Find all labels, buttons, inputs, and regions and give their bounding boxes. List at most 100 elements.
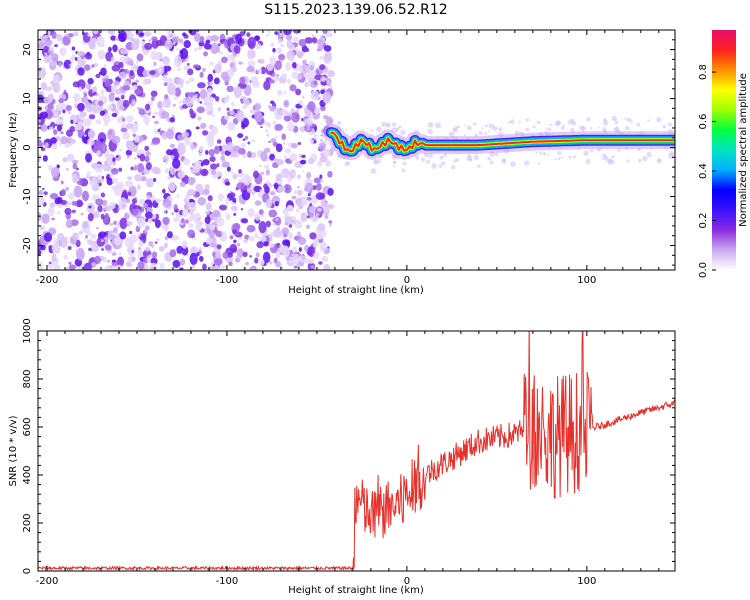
noise-speckle — [69, 63, 73, 67]
noise-speckle — [196, 64, 200, 69]
noise-speckle — [138, 240, 144, 247]
noise-speckle — [158, 65, 165, 75]
noise-speckle — [304, 37, 314, 44]
noise-speckle — [123, 212, 130, 220]
noise-speckle — [250, 75, 259, 85]
noise-speckle — [119, 148, 122, 152]
colorbar-tick-label: 0.6 — [698, 114, 709, 130]
noise-speckle — [273, 182, 279, 190]
noise-speckle — [247, 141, 251, 145]
haze-speckle — [630, 120, 633, 124]
haze-speckle — [473, 154, 479, 160]
haze-speckle — [567, 119, 574, 125]
noise-speckle — [86, 171, 91, 176]
noise-speckle — [196, 106, 205, 114]
noise-speckle — [229, 110, 235, 116]
noise-speckle — [60, 103, 69, 114]
noise-speckle — [137, 233, 141, 237]
noise-speckle — [287, 121, 295, 132]
noise-speckle — [124, 180, 134, 188]
noise-speckle — [76, 123, 83, 131]
noise-speckle — [197, 116, 202, 121]
haze-speckle — [441, 161, 446, 166]
noise-speckle — [76, 180, 83, 185]
haze-speckle — [617, 148, 621, 153]
noise-speckle — [151, 96, 155, 102]
noise-speckle — [220, 155, 225, 162]
noise-speckle — [174, 87, 181, 97]
snr-line — [38, 331, 675, 571]
noise-speckle — [193, 236, 196, 240]
noise-speckle — [141, 220, 145, 223]
noise-speckle — [40, 147, 46, 151]
noise-speckle — [100, 179, 105, 182]
haze-speckle — [549, 123, 553, 127]
noise-speckle — [190, 167, 193, 170]
noise-speckle — [93, 63, 99, 67]
noise-speckle — [87, 129, 96, 139]
haze-speckle — [667, 122, 672, 127]
noise-speckle — [108, 92, 115, 102]
noise-speckle — [193, 32, 201, 42]
noise-speckle — [209, 82, 214, 86]
noise-speckle — [56, 196, 63, 204]
noise-speckle — [101, 175, 105, 180]
snr-marks — [38, 331, 675, 571]
noise-speckle — [283, 30, 292, 36]
noise-speckle — [40, 82, 48, 91]
noise-speckle — [162, 198, 172, 208]
noise-speckle — [275, 135, 278, 139]
haze-speckle — [381, 121, 387, 127]
noise-speckle — [178, 100, 182, 104]
haze-speckle — [609, 159, 615, 165]
noise-speckle — [225, 213, 231, 220]
haze-speckle — [647, 119, 650, 122]
noise-speckle — [151, 244, 155, 249]
noise-speckle — [122, 131, 130, 140]
noise-speckle — [168, 181, 176, 192]
noise-speckle — [161, 101, 166, 108]
noise-speckle — [277, 38, 282, 44]
noise-speckle — [217, 43, 221, 47]
noise-speckle — [257, 67, 262, 74]
noise-speckle — [205, 237, 213, 245]
noise-speckle — [100, 89, 105, 96]
noise-speckle — [38, 119, 41, 123]
noise-speckle — [102, 113, 111, 124]
noise-speckle — [208, 168, 212, 172]
noise-speckle — [186, 92, 191, 96]
noise-speckle — [297, 50, 304, 59]
noise-speckle — [76, 247, 85, 261]
haze-speckle — [525, 118, 529, 122]
noise-speckle — [112, 227, 118, 234]
noise-speckle — [247, 60, 256, 66]
noise-speckle — [161, 74, 168, 82]
haze-speckle — [498, 127, 503, 132]
noise-speckle — [263, 147, 271, 153]
noise-speckle — [312, 36, 317, 44]
noise-speckle — [70, 219, 79, 227]
noise-speckle — [131, 99, 136, 105]
noise-speckle — [292, 61, 297, 69]
noise-speckle — [120, 127, 128, 133]
noise-speckle — [307, 246, 316, 258]
noise-speckle — [323, 45, 332, 52]
noise-speckle — [262, 251, 271, 263]
haze-speckle — [585, 159, 591, 164]
noise-speckle — [283, 99, 290, 108]
noise-speckle — [121, 95, 125, 100]
noise-speckle — [126, 154, 130, 159]
noise-speckle — [97, 204, 103, 213]
haze-speckle — [547, 127, 552, 131]
haze-speckle — [472, 122, 477, 126]
noise-speckle — [71, 46, 76, 51]
y-tick-label: -20 — [22, 237, 33, 253]
noise-speckle — [162, 188, 166, 194]
noise-speckle — [100, 192, 106, 198]
noise-speckle — [297, 99, 301, 102]
noise-speckle — [79, 230, 83, 235]
noise-speckle — [266, 34, 269, 37]
noise-speckle — [165, 72, 169, 76]
spectrogram-xlabel: Height of straight line (km) — [288, 285, 424, 296]
